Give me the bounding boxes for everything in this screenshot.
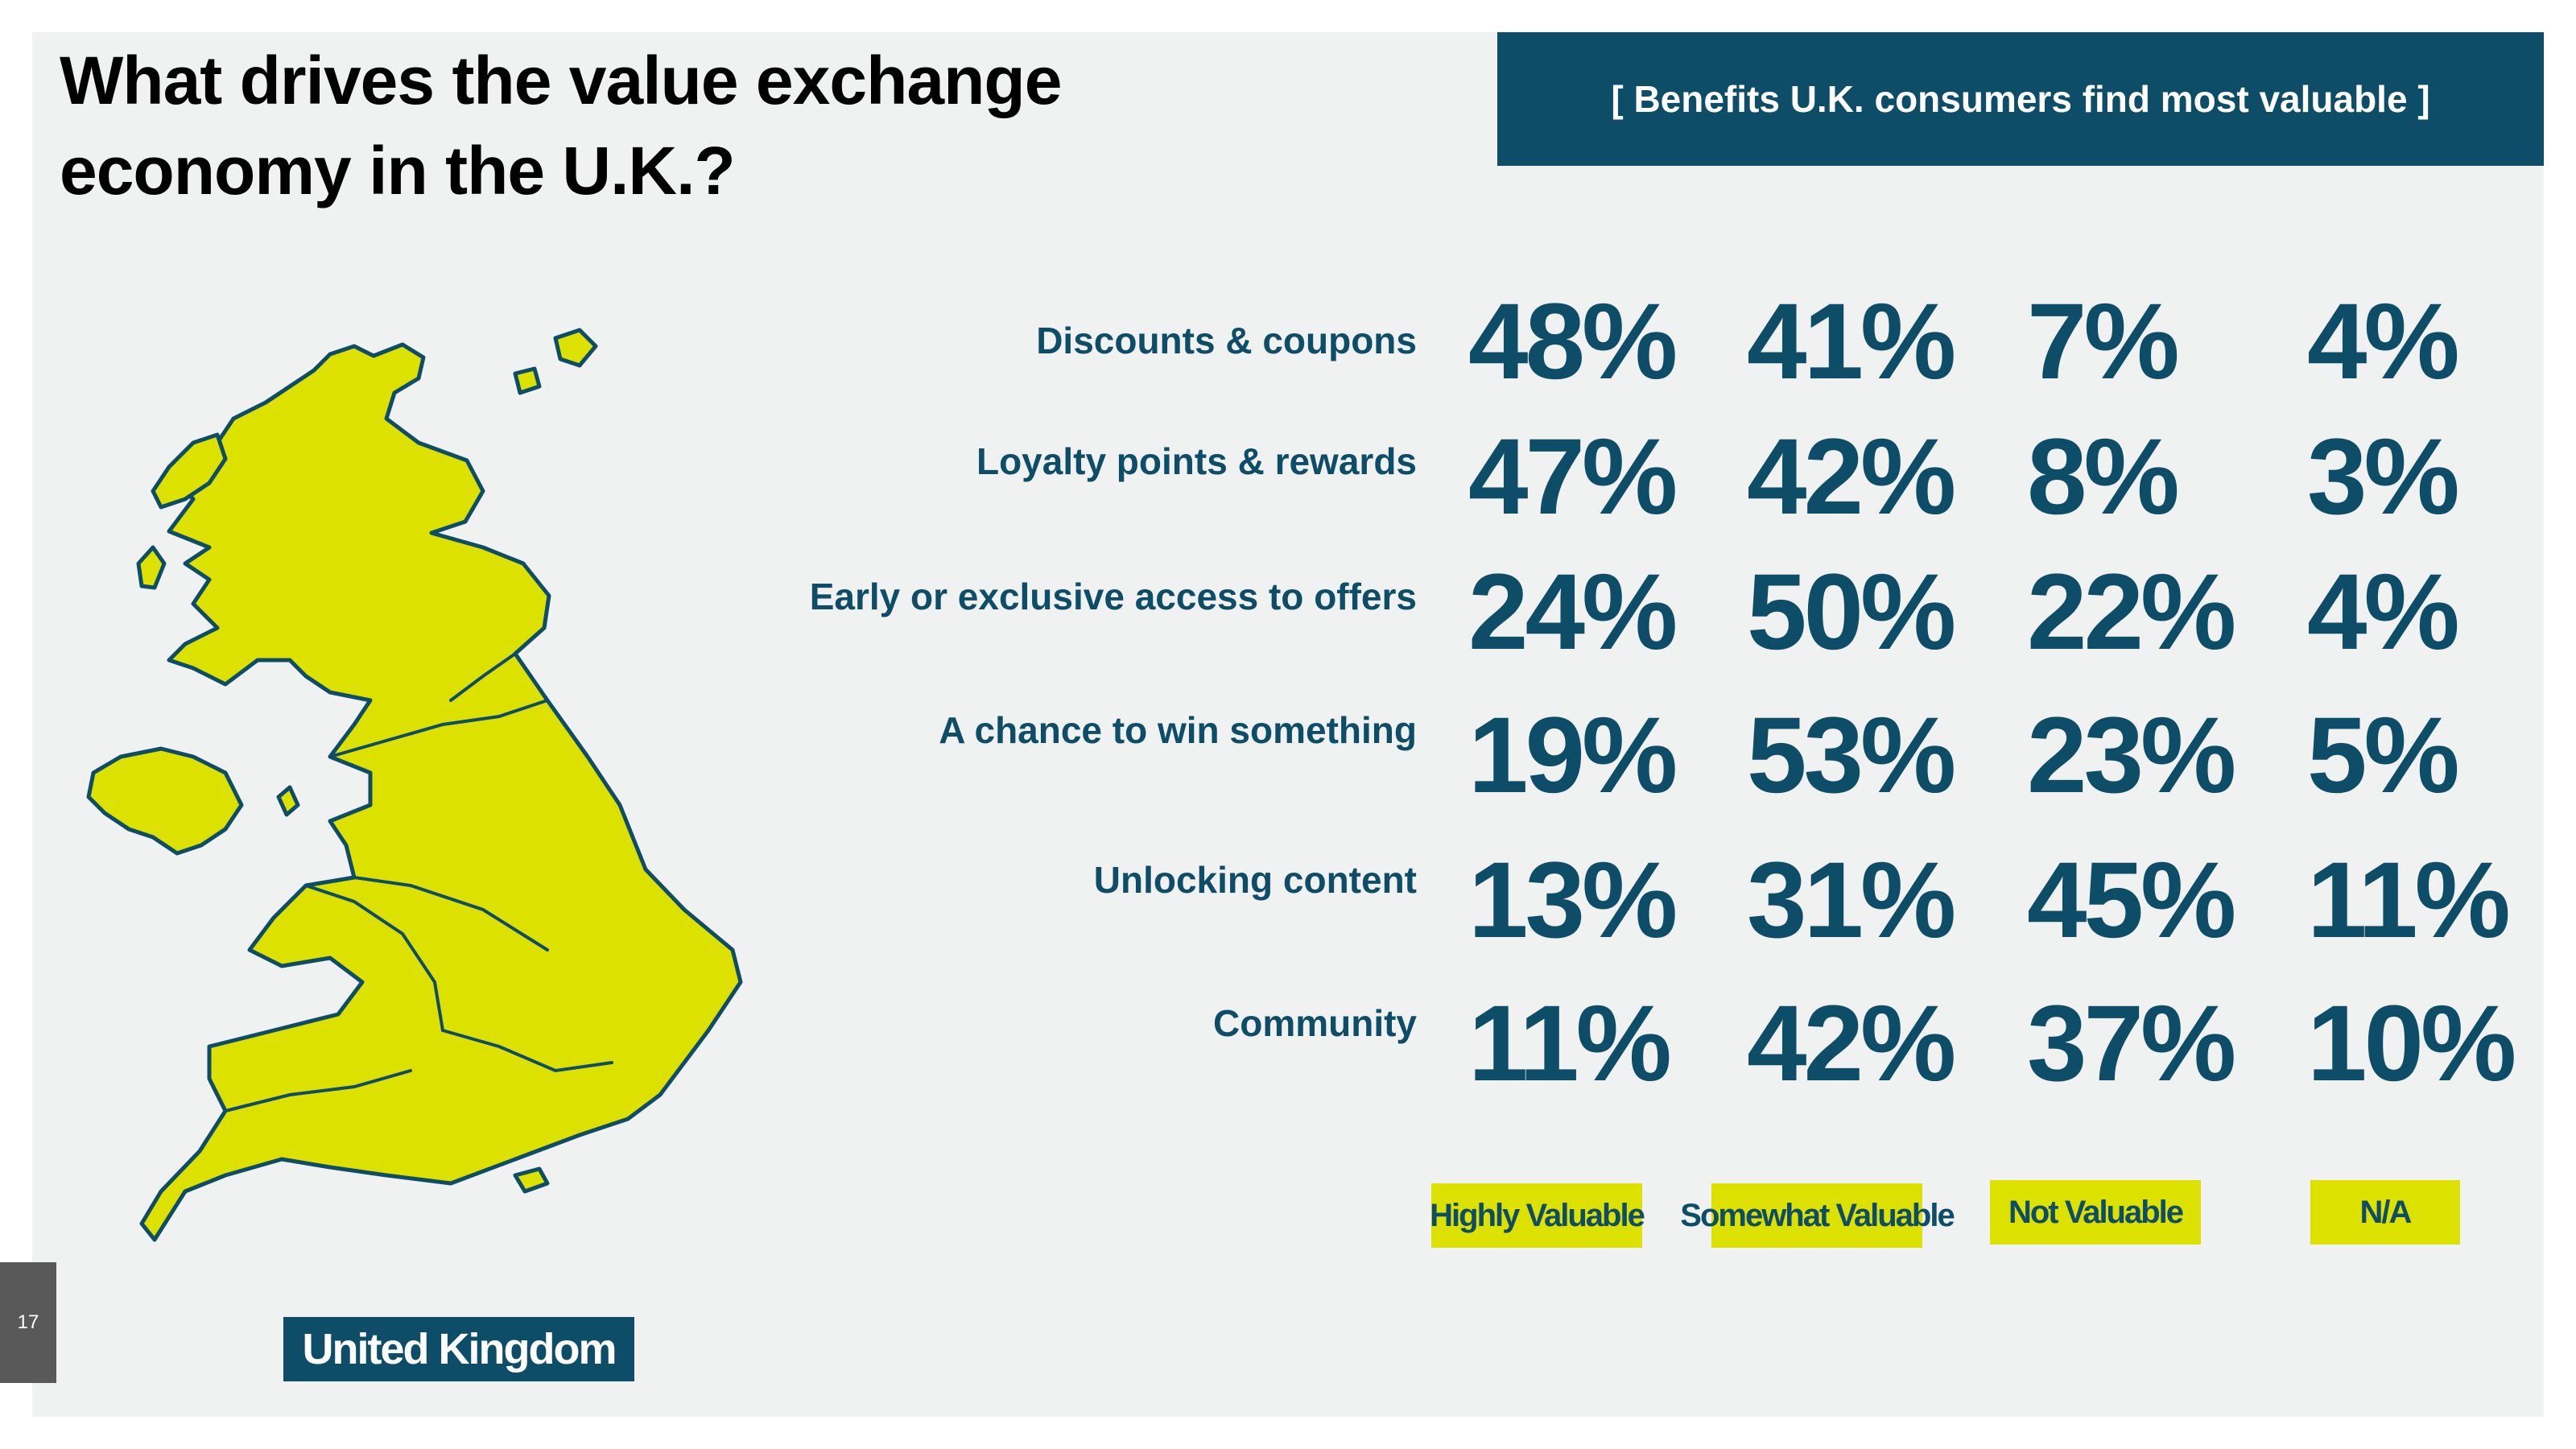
row-label-early-access: Early or exclusive access to offers	[809, 576, 1417, 617]
legend-not-valuable: Not Valuable	[1990, 1180, 2201, 1245]
cell-unlocking-content-highly-valuable: 13%	[1468, 840, 1678, 960]
cell-early-access-not-valuable: 22%	[2027, 552, 2236, 672]
cell-unlocking-content-somewhat-valuable: 31%	[1747, 840, 1956, 960]
cell-loyalty-not-valuable: 8%	[2027, 417, 2180, 537]
cell-loyalty-na: 3%	[2307, 417, 2460, 537]
cell-early-access-somewhat-valuable: 50%	[1747, 552, 1956, 672]
uk-map-icon	[86, 328, 743, 1242]
cell-discounts-not-valuable: 7%	[2027, 282, 2180, 402]
cell-unlocking-content-na: 11%	[2307, 840, 2511, 960]
title-line-2: economy in the U.K.?	[60, 133, 736, 208]
cell-community-not-valuable: 37%	[2027, 984, 2236, 1104]
page-number: 17	[0, 1262, 56, 1383]
row-label-community: Community	[1213, 1002, 1417, 1044]
cell-community-somewhat-valuable: 42%	[1747, 984, 1956, 1104]
cell-community-na: 10%	[2307, 984, 2516, 1104]
legend-na: N/A	[2310, 1180, 2460, 1245]
cell-discounts-na: 4%	[2307, 282, 2460, 402]
cell-chance-to-win-not-valuable: 23%	[2027, 696, 2236, 815]
country-label: United Kingdom	[283, 1317, 634, 1381]
cell-early-access-na: 4%	[2307, 552, 2460, 672]
subtitle-banner-text: [ Benefits U.K. consumers find most valu…	[1611, 78, 2430, 120]
cell-discounts-highly-valuable: 48%	[1468, 282, 1678, 402]
row-label-discounts: Discounts & coupons	[1036, 320, 1417, 361]
subtitle-banner: [ Benefits U.K. consumers find most valu…	[1497, 32, 2544, 166]
cell-chance-to-win-somewhat-valuable: 53%	[1747, 696, 1956, 815]
row-label-loyalty: Loyalty points & rewards	[976, 440, 1417, 482]
page-number-text: 17	[17, 1311, 39, 1333]
legend-na-text: N/A	[2359, 1194, 2413, 1230]
cell-chance-to-win-na: 5%	[2307, 696, 2460, 815]
cell-unlocking-content-not-valuable: 45%	[2027, 840, 2236, 960]
legend-not-valuable-text: Not Valuable	[2008, 1194, 2184, 1230]
legend-highly-valuable-text: Highly Valuable	[1430, 1197, 1645, 1233]
legend-somewhat-valuable-text: Somewhat Valuable	[1680, 1197, 1955, 1233]
row-label-unlocking-content: Unlocking content	[1093, 859, 1417, 901]
legend-highly-valuable: Highly Valuable	[1430, 1183, 1645, 1248]
cell-loyalty-somewhat-valuable: 42%	[1747, 417, 1956, 537]
page-title: What drives the value exchange economy i…	[60, 35, 1235, 216]
cell-community-highly-valuable: 11%	[1468, 984, 1672, 1104]
legend-somewhat-valuable: Somewhat Valuable	[1680, 1183, 1955, 1248]
cell-loyalty-highly-valuable: 47%	[1468, 417, 1678, 537]
cell-discounts-somewhat-valuable: 41%	[1747, 282, 1956, 402]
country-label-text: United Kingdom	[302, 1325, 617, 1373]
row-label-chance-to-win: A chance to win something	[939, 709, 1417, 751]
cell-early-access-highly-valuable: 24%	[1468, 552, 1678, 672]
cell-chance-to-win-highly-valuable: 19%	[1468, 696, 1678, 815]
title-line-1: What drives the value exchange	[60, 43, 1062, 118]
